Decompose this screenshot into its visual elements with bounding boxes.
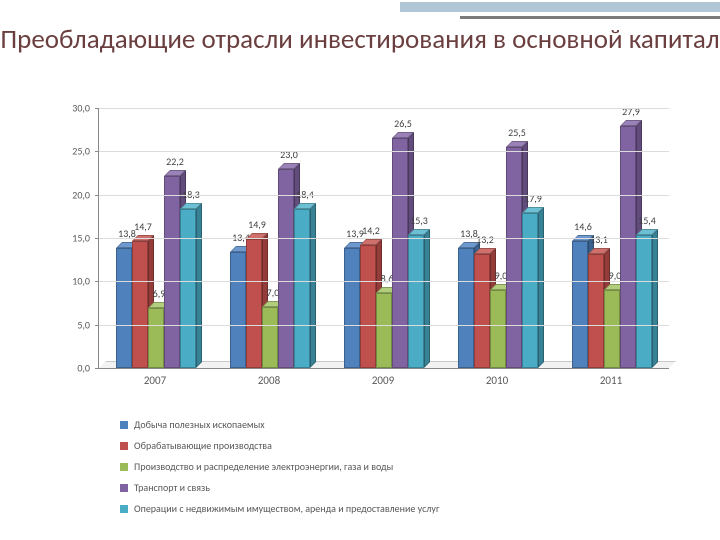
bar <box>278 169 294 368</box>
y-tick-label: 20,0 <box>72 188 90 201</box>
gridline <box>99 108 669 109</box>
y-tick-mark <box>95 108 99 109</box>
bar-value-label: 13,2 <box>476 233 494 246</box>
x-axis-labels: 2007 2008 2009 2010 2011 <box>98 374 668 394</box>
y-tick-mark <box>95 151 99 152</box>
bar-value-label: 15,3 <box>410 214 428 227</box>
bar-value-label: 26,5 <box>394 117 412 130</box>
bar-value-label: 23,0 <box>280 148 298 161</box>
bar <box>636 235 652 368</box>
bar-value-label: 14,7 <box>134 220 152 233</box>
bar <box>392 138 408 368</box>
bar <box>230 252 246 368</box>
legend-swatch <box>120 463 128 471</box>
bar <box>506 147 522 368</box>
gridline <box>99 325 669 326</box>
bar <box>620 126 636 368</box>
y-tick-label: 25,0 <box>72 145 90 158</box>
bar <box>164 176 180 368</box>
y-tick-mark <box>95 325 99 326</box>
legend-item: Обрабатывающие производства <box>120 439 680 452</box>
chart: 0,05,010,015,020,025,030,0 13,814,76,922… <box>58 108 678 408</box>
y-axis: 0,05,010,015,020,025,030,0 <box>58 108 94 368</box>
legend-swatch <box>120 505 128 513</box>
gridline <box>99 195 669 196</box>
legend-item: Добыча полезных ископаемых <box>120 418 680 431</box>
bar-value-label: 15,4 <box>638 214 656 227</box>
legend-swatch <box>120 484 128 492</box>
bar <box>344 248 360 368</box>
x-tick-label: 2011 <box>600 374 622 387</box>
legend-item: Производство и распределение электроэнер… <box>120 460 680 473</box>
plot-area: 13,814,76,922,218,313,414,97,023,018,413… <box>98 108 669 369</box>
bar <box>148 308 164 368</box>
bar <box>262 307 278 368</box>
bar-value-label: 22,2 <box>166 155 184 168</box>
y-tick-mark <box>95 368 99 369</box>
bar <box>116 248 132 368</box>
y-tick-label: 30,0 <box>72 102 90 115</box>
legend-item: Операции с недвижимым имуществом, аренда… <box>120 502 680 515</box>
header-decoration <box>400 0 720 22</box>
x-tick-label: 2007 <box>144 374 166 387</box>
bar <box>408 235 424 368</box>
bar-value-label: 13,1 <box>590 233 608 246</box>
bar <box>180 209 196 368</box>
deco-bar-thin <box>460 16 720 19</box>
bar-value-label: 14,9 <box>248 218 266 231</box>
y-tick-label: 15,0 <box>72 232 90 245</box>
bar-value-label: 14,2 <box>362 224 380 237</box>
bar <box>246 239 262 368</box>
slide: Преобладающие отрасли инвестирования в о… <box>0 0 720 540</box>
bar <box>132 241 148 368</box>
x-tick-label: 2010 <box>486 374 508 387</box>
gridline <box>99 151 669 152</box>
legend-label: Обрабатывающие производства <box>134 439 272 452</box>
legend-swatch <box>120 421 128 429</box>
legend-label: Добыча полезных ископаемых <box>134 418 265 431</box>
bar <box>490 290 506 368</box>
bar <box>474 254 490 368</box>
legend: Добыча полезных ископаемых Обрабатывающие… <box>120 418 680 523</box>
legend-item: Транспорт и связь <box>120 481 680 494</box>
bar <box>604 290 620 368</box>
bar <box>588 254 604 368</box>
gridline <box>99 281 669 282</box>
bar <box>376 293 392 368</box>
bar <box>572 241 588 368</box>
deco-bar-thick <box>400 2 720 12</box>
legend-label: Операции с недвижимым имуществом, аренда… <box>134 502 439 515</box>
gridline <box>99 238 669 239</box>
y-tick-label: 0,0 <box>77 362 90 375</box>
bar <box>294 209 310 368</box>
bar <box>360 245 376 368</box>
bar <box>522 213 538 368</box>
bar <box>458 248 474 368</box>
x-tick-label: 2008 <box>258 374 280 387</box>
y-tick-mark <box>95 195 99 196</box>
bar-value-label: 14,6 <box>574 220 592 233</box>
y-tick-mark <box>95 281 99 282</box>
y-tick-label: 5,0 <box>77 318 90 331</box>
y-tick-label: 10,0 <box>72 275 90 288</box>
slide-title: Преобладающие отрасли инвестирования в о… <box>0 24 720 56</box>
y-tick-mark <box>95 238 99 239</box>
bar-value-label: 25,5 <box>508 126 526 139</box>
x-tick-label: 2009 <box>372 374 394 387</box>
legend-label: Транспорт и связь <box>134 481 210 494</box>
legend-swatch <box>120 442 128 450</box>
legend-label: Производство и распределение электроэнер… <box>134 460 393 473</box>
